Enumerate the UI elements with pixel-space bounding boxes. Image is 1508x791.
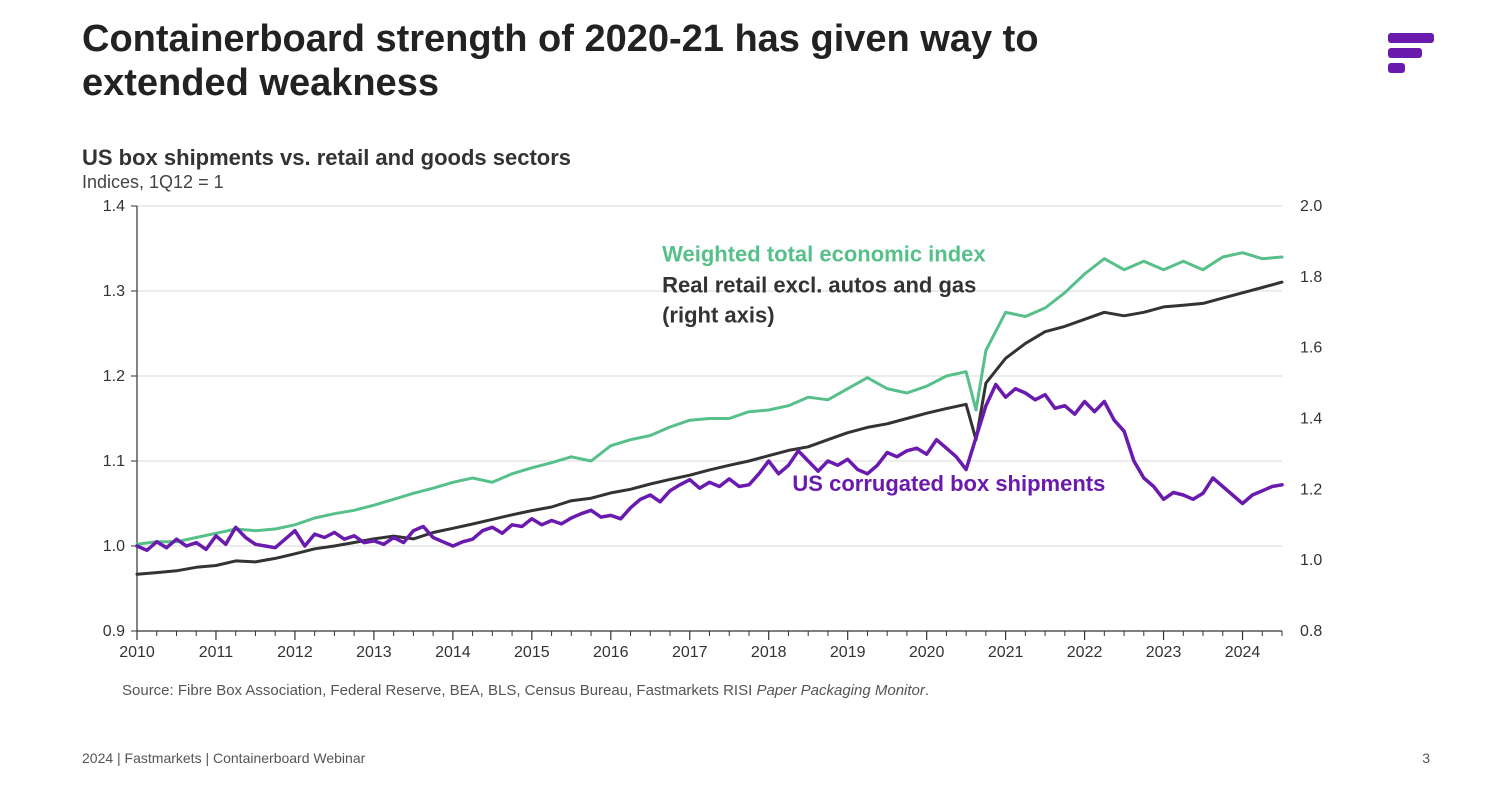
svg-text:1.1: 1.1 [103,453,125,470]
svg-text:2016: 2016 [593,644,629,661]
svg-text:1.2: 1.2 [1300,481,1322,498]
source-line: Source: Fibre Box Association, Federal R… [122,682,929,699]
svg-text:1.3: 1.3 [103,283,125,300]
svg-text:2010: 2010 [119,644,155,661]
svg-text:2.0: 2.0 [1300,198,1322,215]
svg-text:2017: 2017 [672,644,708,661]
svg-text:2013: 2013 [356,644,392,661]
svg-text:2022: 2022 [1067,644,1103,661]
chart-title: US box shipments vs. retail and goods se… [82,145,571,171]
svg-text:1.4: 1.4 [103,198,125,215]
svg-text:2023: 2023 [1146,644,1182,661]
svg-text:2012: 2012 [277,644,313,661]
source-italic: Paper Packaging Monitor [756,682,924,699]
svg-text:2015: 2015 [514,644,550,661]
svg-text:0.9: 0.9 [103,623,125,640]
chart-subtitle: Indices, 1Q12 = 1 [82,172,224,193]
svg-text:2011: 2011 [199,644,234,661]
chart-area: 0.9 1.0 1.1 1.2 1.3 1.4 0.8 1.0 1.2 1.4 1.6 1.8 2.0 2… [82,198,1332,658]
svg-text:0.8: 0.8 [1300,623,1322,640]
svg-text:US corrugated box shipments: US corrugated box shipments [792,471,1105,496]
svg-text:2020: 2020 [909,644,945,661]
svg-text:2018: 2018 [751,644,787,661]
page-number: 3 [1422,750,1430,766]
svg-text:1.0: 1.0 [1300,552,1322,569]
svg-text:Real retail excl. autos and ga: Real retail excl. autos and gas [662,273,976,298]
svg-text:(right axis): (right axis) [662,302,774,327]
svg-text:1.2: 1.2 [103,368,125,385]
footer-text: 2024 | Fastmarkets | Containerboard Webi… [82,750,365,766]
source-suffix: . [925,682,929,699]
svg-text:2019: 2019 [830,644,866,661]
svg-text:2014: 2014 [435,644,471,661]
source-text: Source: Fibre Box Association, Federal R… [122,682,756,699]
svg-text:1.4: 1.4 [1300,411,1322,428]
svg-text:1.6: 1.6 [1300,340,1322,357]
svg-text:2024: 2024 [1225,644,1261,661]
svg-text:1.0: 1.0 [103,538,125,555]
brand-logo-icon [1388,33,1448,83]
svg-text:1.8: 1.8 [1300,269,1322,286]
slide-title: Containerboard strength of 2020-21 has g… [82,18,1082,105]
svg-text:2021: 2021 [988,644,1024,661]
svg-text:Weighted total economic index: Weighted total economic index [662,241,986,266]
